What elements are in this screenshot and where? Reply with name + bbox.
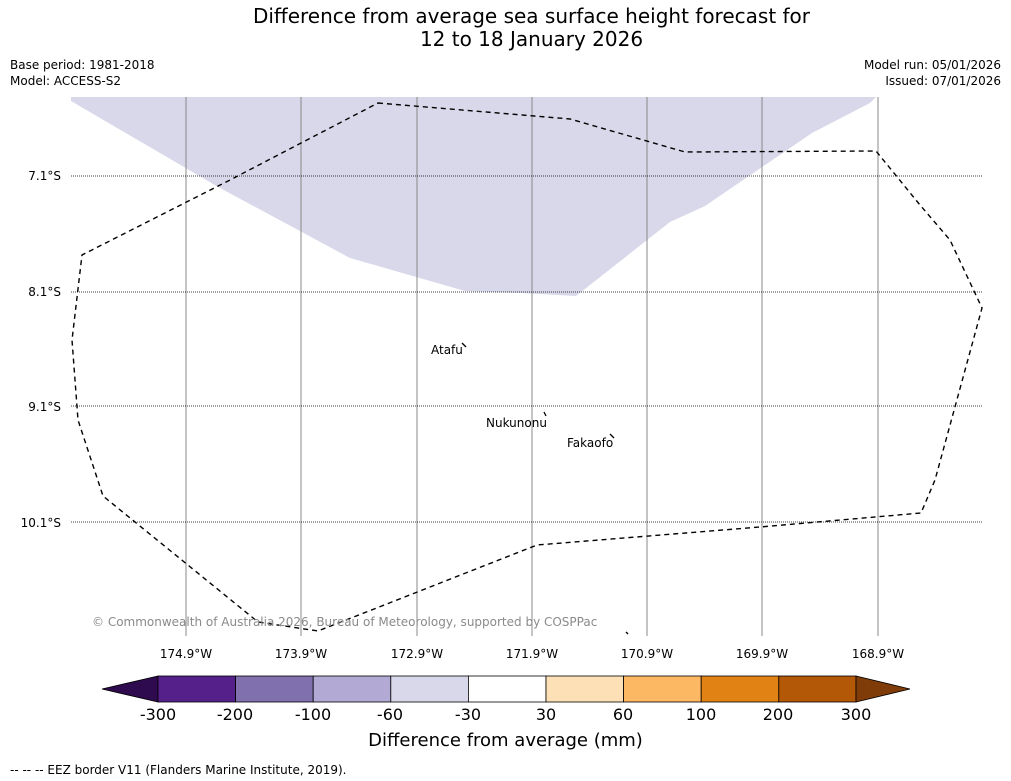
anomaly-region: [71, 97, 876, 296]
meta-right: Model run: 05/01/2026 Issued: 07/01/2026: [864, 57, 1001, 89]
colorbar-label: Difference from average (mm): [368, 730, 643, 751]
colorbar-bin-7: [623, 675, 702, 703]
colorbar-bin-4: [390, 675, 469, 703]
colorbar-tick-4: -60: [376, 705, 404, 724]
colorbar-tick-8: 100: [685, 705, 717, 724]
lat-label-2: 8.1°S: [28, 285, 61, 299]
issued-date: Issued: 07/01/2026: [885, 74, 1001, 88]
lon-label-7: 168.9°W: [851, 647, 905, 661]
colorbar-tick-2: -200: [216, 705, 254, 724]
place-atafu: Atafu: [431, 343, 463, 357]
colorbar-tick-6: 30: [535, 705, 557, 724]
eez-legend-note: -- -- -- EEZ border V11 (Flanders Marine…: [10, 763, 347, 777]
model-run: Model run: 05/01/2026: [863, 58, 1001, 72]
colorbar-tick-7: 60: [612, 705, 634, 724]
lat-label-1: 7.1°S: [28, 169, 61, 183]
colorbar-bin-2: [235, 675, 314, 703]
colorbar-tick-3: -100: [294, 705, 332, 724]
place-nukunonu: Nukunonu: [486, 416, 547, 430]
place-fakaofo: Fakaofo: [567, 436, 614, 450]
lon-label-4: 171.9°W: [505, 647, 559, 661]
colorbar-bin-6: [545, 675, 624, 703]
colorbar-extend-high: [855, 675, 911, 703]
title-line-2: 12 to 18 January 2026: [419, 27, 644, 51]
lon-label-2: 173.9°W: [274, 647, 328, 661]
title-line-1: Difference from average sea surface heig…: [252, 4, 811, 28]
lon-label-6: 169.9°W: [735, 647, 789, 661]
lon-label-5: 170.9°W: [620, 647, 674, 661]
fakaofo-mark: [609, 433, 615, 439]
colorbar-tick-1: -300: [139, 705, 177, 724]
lon-label-1: 174.9°W: [159, 647, 213, 661]
lat-label-3: 9.1°S: [28, 400, 61, 414]
longitude-gridlines: [185, 97, 879, 636]
small-mark: [625, 631, 629, 635]
colorbar-bin-1: [157, 675, 236, 703]
model-name: Model: ACCESS-S2: [10, 74, 122, 88]
meta-left: Base period: 1981-2018 Model: ACCESS-S2: [10, 57, 155, 89]
colorbar-tick-9: 200: [762, 705, 794, 724]
copyright-notice: © Commonwealth of Australia 2026, Bureau…: [92, 615, 598, 629]
colorbar: [101, 675, 911, 703]
lat-label-4: 10.1°S: [20, 516, 61, 530]
lon-label-3: 172.9°W: [390, 647, 444, 661]
colorbar-bin-5: [467, 675, 547, 703]
atafu-mark: [461, 342, 467, 348]
map-title: Difference from average sea surface heig…: [0, 5, 1011, 51]
atoll-marks: [461, 342, 629, 635]
colorbar-bin-8: [700, 675, 780, 703]
base-period: Base period: 1981-2018: [10, 58, 155, 72]
colorbar-extend-low: [101, 675, 159, 703]
colorbar-bin-9: [778, 675, 857, 703]
nukunonu-mark: [543, 411, 547, 417]
colorbar-tick-5: -30: [454, 705, 482, 724]
colorbar-tick-10: 300: [840, 705, 872, 724]
colorbar-bin-3: [312, 675, 392, 703]
